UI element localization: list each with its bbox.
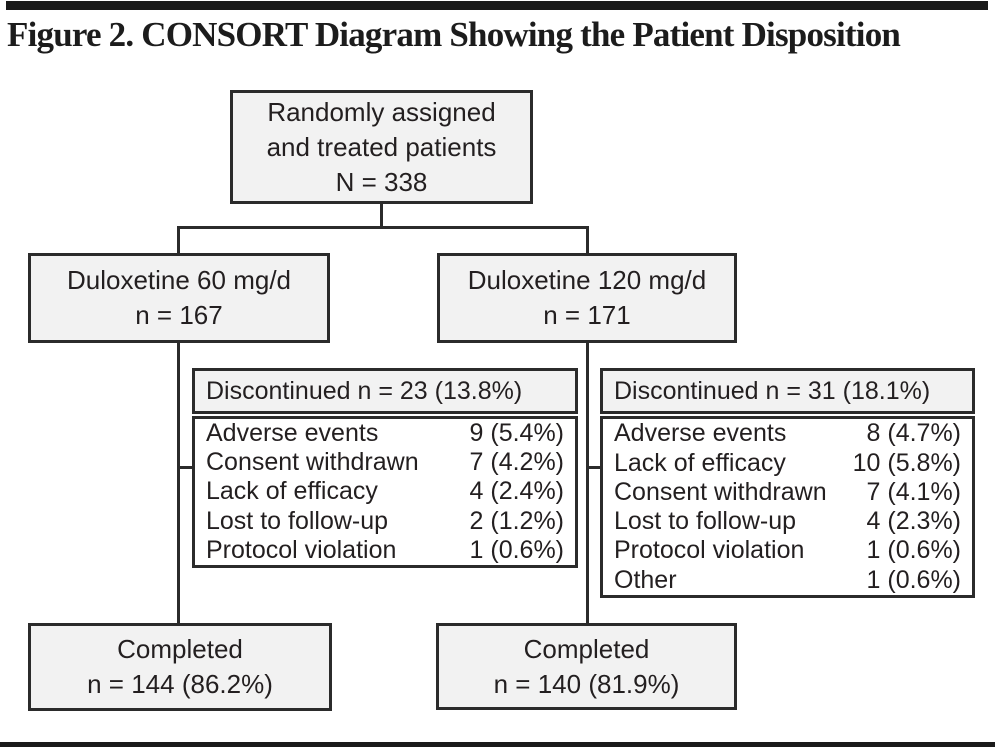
arm-line: Duloxetine 120 mg/d [467,265,707,295]
connector-line [177,226,180,254]
connector-line [177,466,195,469]
reason-value: 1 (0.6%) [866,536,961,565]
reason-value: 4 (2.3%) [866,507,961,536]
figure-title: Figure 2. CONSORT Diagram Showing the Pa… [7,15,901,54]
discontinued-header-120: Discontinued n = 31 (18.1%) [600,368,975,414]
arm-line: n = 171 [543,300,631,330]
connector-line [586,226,589,254]
reason-value: 8 (4.7%) [866,419,961,448]
randomized-line: and treated patients [266,131,497,162]
discontinued-header-60: Discontinued n = 23 (13.8%) [192,368,578,414]
reason-row: Other 1 (0.6%) [614,566,961,595]
reason-row: Lost to follow-up 4 (2.3%) [614,507,961,536]
discontinued-panel-120: Discontinued n = 31 (18.1%) Adverse even… [600,368,975,598]
reason-label: Adverse events [206,419,379,448]
reason-label: Lost to follow-up [206,506,389,535]
arm-line: n = 167 [135,300,223,330]
discontinued-panel-60: Discontinued n = 23 (13.8%) Adverse even… [192,368,578,568]
connector-line [177,226,589,229]
reason-value: 7 (4.1%) [866,477,961,506]
connector-line [177,341,180,625]
reason-row: Consent withdrawn 7 (4.2%) [206,448,564,477]
bottom-rule [0,742,995,747]
completed-line: Completed [117,634,243,664]
top-rule [6,1,988,10]
arm-line: Duloxetine 60 mg/d [66,265,292,295]
connector-line [380,203,383,229]
connector-line [586,466,603,469]
randomized-box: Randomly assigned and treated patients N… [230,90,533,204]
reason-value: 10 (5.8%) [852,448,961,477]
reason-row: Consent withdrawn 7 (4.1%) [614,478,961,507]
reason-row: Protocol violation 1 (0.6%) [614,536,961,565]
reason-label: Adverse events [614,419,787,448]
completed-line: Completed [523,633,650,664]
reason-value: 1 (0.6%) [866,565,961,594]
reason-label: Lack of efficacy [206,477,378,506]
discontinued-list-120: Adverse events 8 (4.7%) Lack of efficacy… [600,416,975,598]
randomized-line: Randomly assigned [267,96,496,127]
reason-row: Lack of efficacy 4 (2.4%) [206,477,564,506]
discontinued-list-60: Adverse events 9 (5.4%) Consent withdraw… [192,416,578,568]
arm-box-duloxetine-120: Duloxetine 120 mg/d n = 171 [437,253,737,343]
reason-row: Lack of efficacy 10 (5.8%) [614,449,961,478]
completed-box-60: Completed n = 144 (86.2%) [28,623,332,711]
reason-label: Protocol violation [206,535,397,564]
completed-line: n = 140 (81.9%) [493,668,680,699]
reason-label: Protocol violation [614,536,805,565]
reason-row: Adverse events 9 (5.4%) [206,419,564,448]
randomized-line: N = 338 [335,166,428,197]
arm-box-duloxetine-60: Duloxetine 60 mg/d n = 167 [28,253,330,343]
connector-line [586,341,589,625]
reason-value: 4 (2.4%) [469,477,564,506]
reason-value: 2 (1.2%) [469,506,564,535]
reason-label: Consent withdrawn [206,448,419,477]
reason-value: 7 (4.2%) [469,448,564,477]
reason-label: Lost to follow-up [614,507,797,536]
reason-row: Adverse events 8 (4.7%) [614,419,961,448]
reason-label: Consent withdrawn [614,477,827,506]
reason-value: 9 (5.4%) [469,419,564,448]
reason-label: Lack of efficacy [614,448,786,477]
completed-line: n = 144 (86.2%) [87,669,273,699]
reason-row: Protocol violation 1 (0.6%) [206,536,564,565]
completed-box-120: Completed n = 140 (81.9%) [436,623,737,710]
reason-row: Lost to follow-up 2 (1.2%) [206,507,564,536]
reason-label: Other [614,565,677,594]
reason-value: 1 (0.6%) [469,535,564,564]
